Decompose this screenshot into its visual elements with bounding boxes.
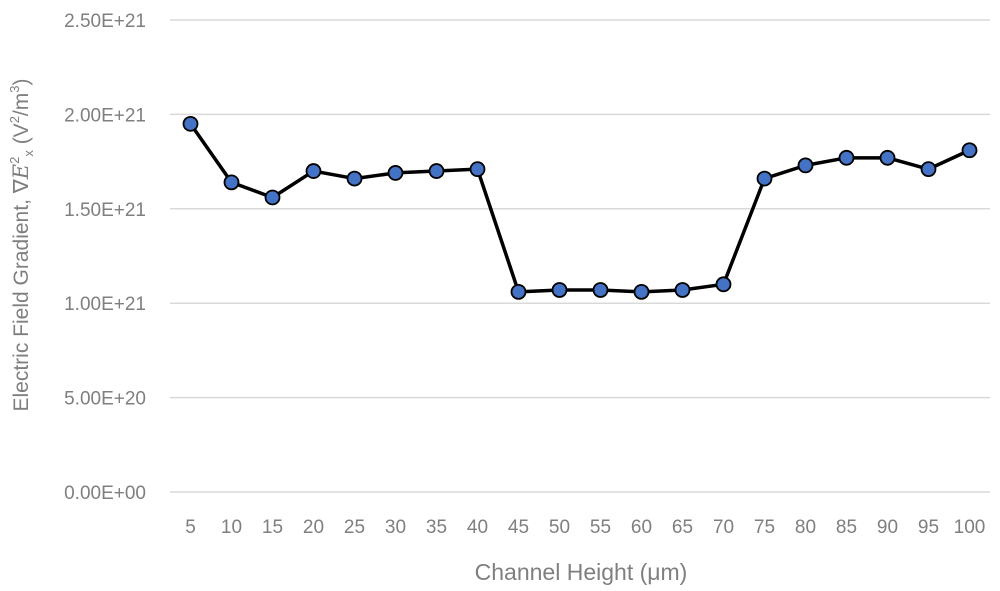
x-tick-label-2: 15 bbox=[262, 517, 283, 538]
x-tick-label-18: 95 bbox=[918, 517, 939, 538]
y-tick-label-4: 2.00E+21 bbox=[64, 105, 146, 126]
data-point-60 bbox=[633, 283, 650, 300]
x-tick-label-15: 80 bbox=[795, 517, 816, 538]
series-group bbox=[182, 115, 978, 300]
data-point-70 bbox=[715, 276, 732, 293]
data-point-55 bbox=[592, 282, 609, 298]
y-axis-label: Electric Field Gradient, ∇E2x (V2/m3) bbox=[7, 78, 36, 411]
data-point-90 bbox=[879, 149, 896, 166]
data-point-30 bbox=[387, 165, 404, 181]
x-tick-label-6: 35 bbox=[426, 517, 447, 538]
y-label-sub: x bbox=[21, 150, 36, 157]
data-point-75 bbox=[756, 170, 773, 187]
gridlines bbox=[170, 19, 990, 493]
x-tick-label-10: 55 bbox=[590, 517, 611, 538]
y-label-unit-close: ) bbox=[10, 78, 33, 85]
data-point-50 bbox=[551, 282, 568, 298]
data-point-35 bbox=[428, 163, 445, 179]
y-label-prefix: Electric Field Gradient, ∇ bbox=[10, 178, 33, 411]
data-point-85 bbox=[838, 149, 855, 166]
y-tick-label-0: 0.00E+00 bbox=[64, 483, 146, 504]
y-tick-labels: 0.00E+00 5.00E+20 1.00E+21 1.50E+21 2.00E+21… bbox=[64, 11, 146, 504]
data-point-45 bbox=[510, 283, 527, 300]
x-tick-label-1: 10 bbox=[221, 517, 242, 538]
data-point-10 bbox=[223, 174, 240, 191]
x-tick-label-17: 90 bbox=[877, 517, 898, 538]
data-point-80 bbox=[797, 157, 814, 174]
data-point-20 bbox=[305, 163, 322, 179]
data-point-25 bbox=[346, 170, 363, 187]
y-tick-label-5: 2.50E+21 bbox=[64, 11, 146, 32]
y-label-unit-sup1: 2 bbox=[7, 116, 22, 123]
data-point-95 bbox=[920, 161, 937, 178]
y-label-unit-sup2: 3 bbox=[7, 85, 22, 92]
y-label-sup: 2 bbox=[7, 157, 22, 164]
x-tick-label-13: 70 bbox=[713, 517, 734, 538]
y-label-unit-mid: /m bbox=[10, 93, 33, 116]
y-tick-label-1: 5.00E+20 bbox=[64, 389, 146, 410]
data-point-65 bbox=[674, 282, 691, 298]
x-tick-label-11: 60 bbox=[631, 517, 652, 538]
x-tick-label-5: 30 bbox=[385, 517, 406, 538]
x-tick-label-14: 75 bbox=[754, 517, 775, 538]
x-tick-label-3: 20 bbox=[303, 517, 324, 538]
x-tick-label-8: 45 bbox=[508, 517, 529, 538]
y-tick-label-2: 1.00E+21 bbox=[64, 294, 146, 315]
series-line-0 bbox=[189, 122, 971, 294]
x-tick-label-7: 40 bbox=[467, 517, 488, 538]
data-point-15 bbox=[264, 189, 281, 206]
data-point-5 bbox=[182, 115, 199, 132]
data-point-100 bbox=[961, 142, 978, 159]
x-tick-label-9: 50 bbox=[549, 517, 570, 538]
data-point-40 bbox=[469, 161, 486, 178]
y-label-unit-open: (V bbox=[10, 123, 33, 150]
x-tick-label-19: 100 bbox=[954, 517, 986, 538]
x-tick-labels: 5 10 15 20 25 30 35 40 45 50 55 60 65 70 75 80 85 90 95 100 bbox=[185, 517, 985, 538]
x-tick-label-4: 25 bbox=[344, 517, 365, 538]
y-tick-label-3: 1.50E+21 bbox=[64, 200, 146, 221]
x-tick-label-12: 65 bbox=[672, 517, 693, 538]
y-label-var: E bbox=[9, 164, 33, 180]
x-tick-label-16: 85 bbox=[836, 517, 857, 538]
x-axis-label: Channel Height (μm) bbox=[475, 559, 688, 585]
x-tick-label-0: 5 bbox=[185, 517, 196, 538]
